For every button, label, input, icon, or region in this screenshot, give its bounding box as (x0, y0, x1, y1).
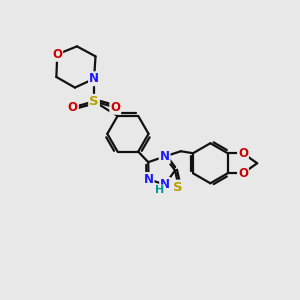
Text: S: S (173, 181, 183, 194)
Text: O: O (238, 147, 248, 160)
Text: N: N (160, 178, 170, 191)
Text: H: H (155, 185, 164, 195)
Text: O: O (52, 48, 62, 61)
Text: N: N (160, 150, 170, 163)
Text: N: N (89, 72, 99, 85)
Text: S: S (89, 95, 99, 108)
Text: O: O (238, 167, 248, 180)
Text: O: O (110, 101, 120, 114)
Text: N: N (143, 173, 154, 186)
Text: O: O (68, 101, 78, 114)
